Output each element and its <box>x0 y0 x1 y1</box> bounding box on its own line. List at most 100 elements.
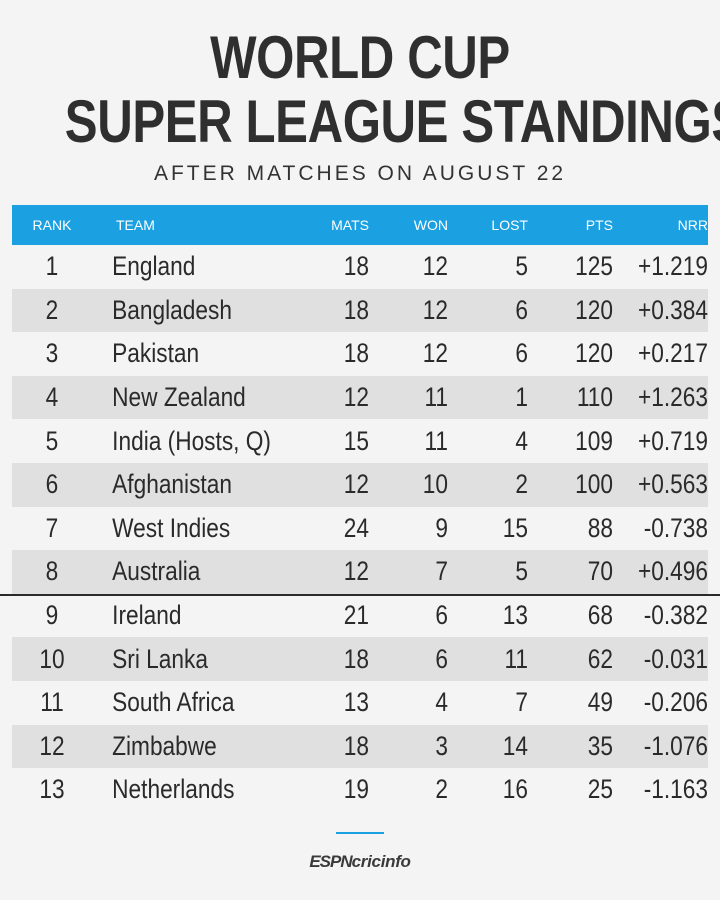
cell-lost: 2 <box>515 469 528 500</box>
cell-won: 7 <box>435 556 448 587</box>
table-row: 7 West Indies 24 9 15 88 -0.738 <box>12 507 708 551</box>
cell-team: New Zealand <box>112 382 246 413</box>
subtitle: AFTER MATCHES ON AUGUST 22 <box>153 162 567 185</box>
cell-rank: 2 <box>45 294 59 325</box>
cell-lost: 6 <box>515 294 528 325</box>
cell-won: 12 <box>422 251 448 282</box>
cell-nrr: +1.263 <box>637 382 708 413</box>
cell-mats: 24 <box>343 512 369 543</box>
brand-part-2: cricinfo <box>351 852 411 871</box>
cell-won: 6 <box>435 643 448 674</box>
cell-rank: 13 <box>39 774 65 805</box>
cell-won: 2 <box>435 774 448 805</box>
cell-rank: 11 <box>40 687 64 718</box>
cell-team: Ireland <box>112 600 182 631</box>
standings-table: RANK TEAM MATS WON LOST PTS NRR 1 England… <box>12 205 708 812</box>
cell-rank: 9 <box>45 600 59 631</box>
header-team: TEAM <box>116 217 155 233</box>
cell-nrr: +0.563 <box>637 469 708 500</box>
table-body: 1 England 18 12 5 125 +1.219 2 Bangladesh 18 12 6 12… <box>12 245 708 812</box>
cell-team: South Africa <box>112 687 235 718</box>
table-header-row: RANK TEAM MATS WON LOST PTS NRR <box>12 205 708 245</box>
cell-lost: 4 <box>515 425 528 456</box>
header-lost: LOST <box>491 217 528 233</box>
cell-team: Netherlands <box>112 774 235 805</box>
cell-mats: 21 <box>343 600 369 631</box>
cell-team: Bangladesh <box>112 294 232 325</box>
cell-lost: 11 <box>504 643 528 674</box>
cell-nrr: +0.384 <box>637 294 708 325</box>
cell-mats: 19 <box>343 774 369 805</box>
cell-won: 6 <box>435 600 448 631</box>
cell-mats: 12 <box>343 469 369 500</box>
cell-rank: 12 <box>39 730 65 761</box>
header-nrr: NRR <box>677 217 708 233</box>
cell-pts: 62 <box>587 643 613 674</box>
cell-rank: 1 <box>45 251 59 282</box>
cell-team: Zimbabwe <box>112 730 217 761</box>
cell-lost: 16 <box>502 774 528 805</box>
cell-rank: 6 <box>45 469 59 500</box>
qualification-cutoff-line <box>0 594 720 596</box>
footer-accent-line <box>336 832 384 834</box>
header-won: WON <box>413 217 448 233</box>
cell-won: 3 <box>435 730 448 761</box>
table-row: 1 England 18 12 5 125 +1.219 <box>12 245 708 289</box>
cell-won: 11 <box>424 425 448 456</box>
cell-lost: 15 <box>502 512 528 543</box>
cell-won: 12 <box>422 338 448 369</box>
cell-pts: 35 <box>587 730 613 761</box>
cell-rank: 3 <box>45 338 59 369</box>
cell-won: 12 <box>422 294 448 325</box>
cell-team: Sri Lanka <box>112 643 208 674</box>
table-row: 5 India (Hosts, Q) 15 11 4 109 +0.719 <box>12 419 708 463</box>
header-mats: MATS <box>331 217 369 233</box>
cell-mats: 18 <box>343 251 369 282</box>
header-rank: RANK <box>32 217 72 233</box>
cell-team: West Indies <box>112 512 231 543</box>
table-row: 8 Australia 12 7 5 70 +0.496 <box>12 550 708 594</box>
table-row: 4 New Zealand 12 11 1 110 +1.263 <box>12 375 708 420</box>
cell-nrr: +0.719 <box>637 425 708 456</box>
cell-rank: 4 <box>45 382 59 413</box>
cell-mats: 15 <box>343 425 369 456</box>
cell-pts: 110 <box>576 382 613 413</box>
header: WORLD CUP SUPER LEAGUE STANDINGS AFTER M… <box>0 0 720 186</box>
cell-pts: 125 <box>575 251 613 282</box>
cell-won: 11 <box>424 382 448 413</box>
cell-team: Afghanistan <box>112 469 232 500</box>
cell-pts: 68 <box>587 600 613 631</box>
cell-lost: 5 <box>515 251 528 282</box>
table-row: 9 Ireland 21 6 13 68 -0.382 <box>12 594 708 638</box>
cell-lost: 6 <box>515 338 528 369</box>
cell-mats: 18 <box>343 643 369 674</box>
cell-nrr: +0.217 <box>637 338 708 369</box>
table-row: 6 Afghanistan 12 10 2 100 +0.563 <box>12 462 708 507</box>
cell-rank: 10 <box>39 643 65 674</box>
table-row: 10 Sri Lanka 18 6 11 62 -0.031 <box>12 637 708 681</box>
cell-pts: 70 <box>587 556 613 587</box>
table-row: 12 Zimbabwe 18 3 14 35 -1.076 <box>12 724 708 769</box>
cell-mats: 12 <box>343 556 369 587</box>
cell-won: 10 <box>422 469 448 500</box>
cell-team: Australia <box>112 556 201 587</box>
table-row: 13 Netherlands 19 2 16 25 -1.163 <box>12 768 708 812</box>
cell-lost: 14 <box>502 730 528 761</box>
cell-team: Pakistan <box>112 338 200 369</box>
cell-nrr: -1.076 <box>643 730 708 761</box>
table-row: 11 South Africa 13 4 7 49 -0.206 <box>12 681 708 725</box>
table-row: 2 Bangladesh 18 12 6 120 +0.384 <box>12 288 708 333</box>
cell-mats: 18 <box>343 730 369 761</box>
cell-pts: 88 <box>587 512 613 543</box>
cell-team: India (Hosts, Q) <box>112 425 271 456</box>
espncricinfo-logo: ESPNcricinfo <box>0 852 720 872</box>
cell-pts: 109 <box>575 425 613 456</box>
cell-rank: 5 <box>45 425 59 456</box>
cell-lost: 5 <box>515 556 528 587</box>
header-pts: PTS <box>585 217 613 233</box>
cell-mats: 18 <box>343 338 369 369</box>
cell-nrr: +0.496 <box>637 556 708 587</box>
cell-rank: 7 <box>45 512 59 543</box>
cell-lost: 7 <box>515 687 528 718</box>
brand-part-1: ESPN <box>309 852 352 871</box>
